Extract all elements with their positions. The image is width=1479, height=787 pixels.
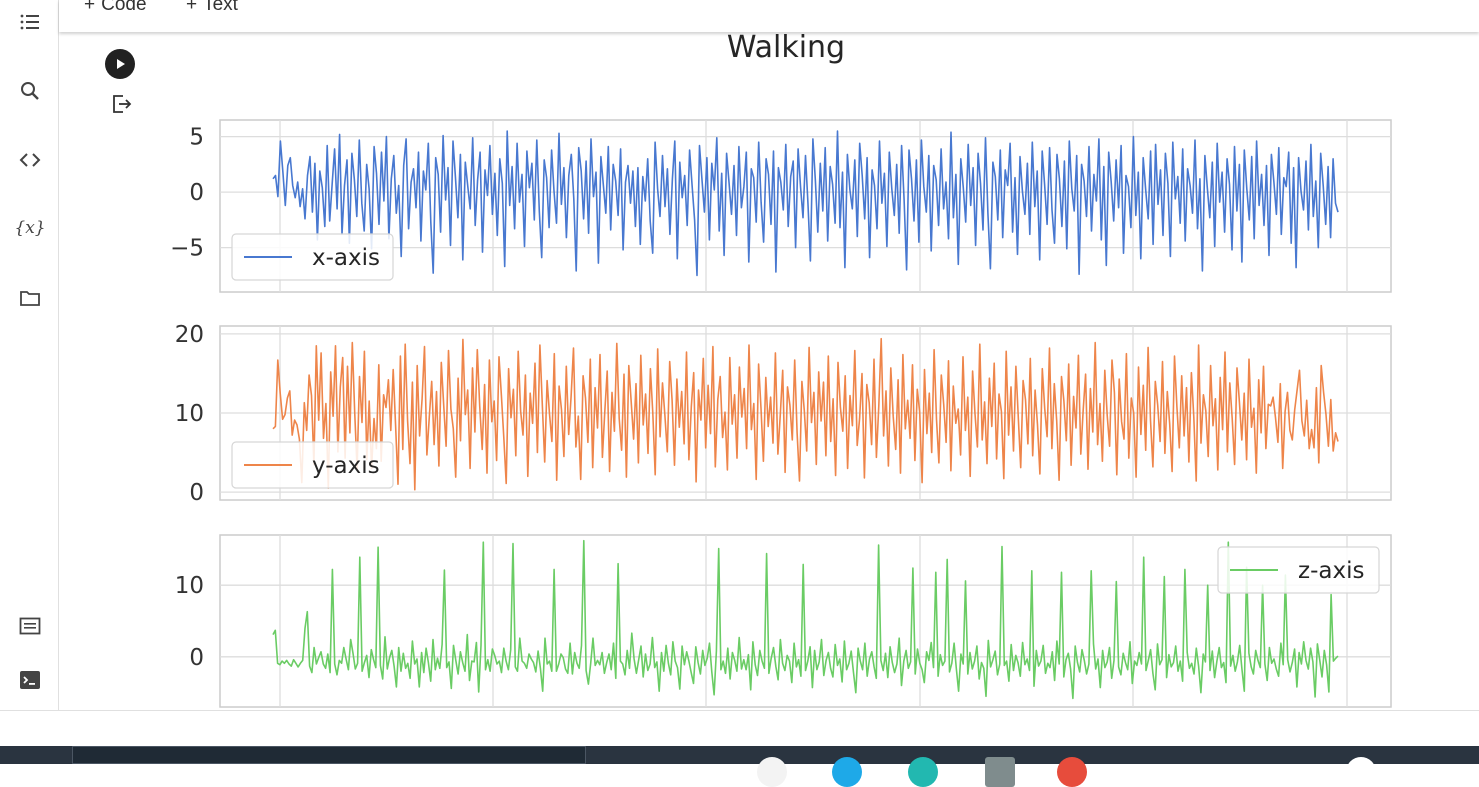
- tray-app-icon[interactable]: [1346, 757, 1376, 787]
- series-line-x-axis: [272, 130, 1339, 277]
- tray-app-icon[interactable]: [757, 757, 787, 787]
- y-tick-label: 0: [189, 180, 204, 206]
- y-tick-label: 10: [175, 573, 204, 599]
- add-text-label: Text: [203, 0, 238, 15]
- tray-app-icon[interactable]: [832, 757, 862, 787]
- legend-label: y-axis: [312, 453, 380, 479]
- taskbar-window-preview[interactable]: [72, 746, 586, 764]
- search-icon[interactable]: [16, 77, 44, 105]
- add-code-label: Code: [101, 0, 147, 15]
- y-tick-label: 0: [189, 645, 204, 671]
- y-tick-label: 0: [189, 480, 204, 506]
- chart-title: Walking: [727, 30, 845, 65]
- series-line-z-axis: [272, 539, 1339, 700]
- command-palette-icon[interactable]: [16, 612, 44, 640]
- toc-icon[interactable]: [16, 8, 44, 36]
- code-snippets-icon[interactable]: [16, 146, 44, 174]
- y-tick-label: 5: [189, 125, 204, 151]
- subplot-frame: [219, 534, 1392, 708]
- plus-icon: +: [186, 0, 198, 15]
- left-sidebar: {x}: [0, 0, 59, 710]
- notebook-toolbar: + Code + Text: [59, 0, 1479, 32]
- y-tick-label: 20: [175, 322, 204, 348]
- output-redirect-icon[interactable]: [111, 93, 133, 115]
- tray-app-icon[interactable]: [908, 757, 938, 787]
- terminal-icon[interactable]: [16, 666, 44, 694]
- legend-box: [231, 233, 394, 281]
- legend-label: x-axis: [312, 245, 380, 271]
- y-tick-label: 10: [175, 401, 204, 427]
- walking-chart: Walking 5 0 −5 x-axis 20 10 0 y-axis 10 0 z-axis: [170, 30, 1392, 708]
- plus-icon: +: [84, 0, 96, 15]
- legend-box: [231, 441, 394, 489]
- output-divider: [0, 710, 1479, 711]
- y-tick-label: −5: [170, 236, 204, 262]
- add-code-button[interactable]: + Code: [84, 0, 147, 16]
- run-cell-button[interactable]: [105, 49, 135, 79]
- add-text-button[interactable]: + Text: [186, 0, 238, 16]
- legend-box: [1217, 546, 1380, 594]
- tray-app-icon[interactable]: [985, 757, 1015, 787]
- variables-glyph: {x}: [14, 218, 46, 238]
- folder-icon[interactable]: [16, 284, 44, 312]
- legend-label: z-axis: [1298, 558, 1364, 584]
- variables-icon[interactable]: {x}: [14, 214, 46, 242]
- series-line-y-axis: [272, 337, 1339, 491]
- tray-app-icon[interactable]: [1057, 757, 1087, 787]
- play-icon: [117, 59, 125, 69]
